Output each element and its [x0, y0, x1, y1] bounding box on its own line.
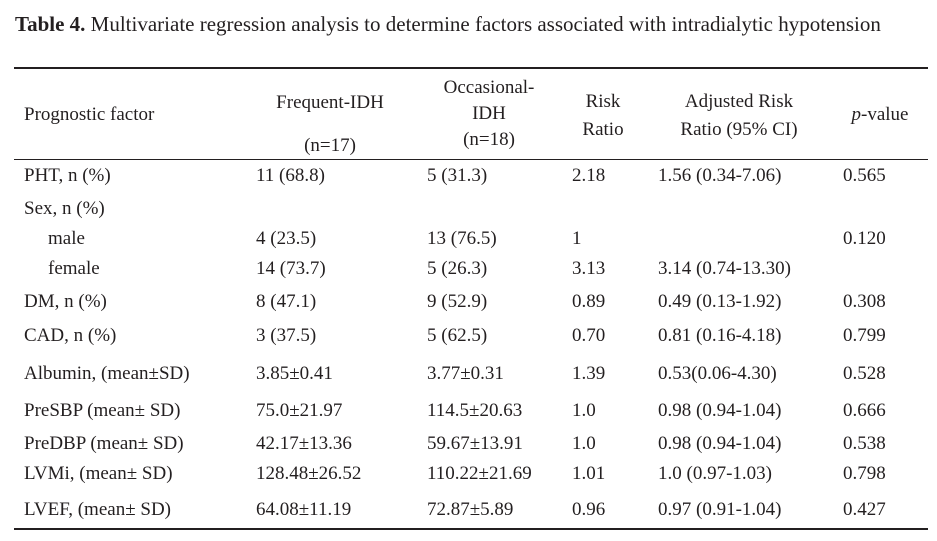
cell-occasional: 5 (31.3) [427, 165, 488, 186]
cell-occasional: 110.22±21.69 [427, 463, 532, 484]
cell-factor: LVEF, (mean± SD) [24, 499, 171, 520]
cell-rr: 0.89 [572, 291, 606, 312]
cell-p: 0.799 [843, 325, 886, 346]
cell-frequent: 11 (68.8) [256, 165, 325, 186]
cell-rr: 1.0 [572, 433, 596, 454]
cell-rr: 1.0 [572, 400, 596, 421]
table-caption-text: Multivariate regression analysis to dete… [85, 12, 881, 36]
cell-occasional: 72.87±5.89 [427, 499, 514, 520]
top-rule [14, 67, 928, 69]
header-occasional-line2: IDH [472, 103, 506, 124]
cell-factor: male [48, 228, 85, 249]
cell-factor: Albumin, (mean±SD) [24, 363, 190, 384]
cell-factor: PreSBP (mean± SD) [24, 400, 181, 421]
cell-factor: female [48, 258, 100, 279]
cell-rr: 1 [572, 228, 582, 249]
header-prognostic-factor: Prognostic factor [24, 104, 155, 125]
header-p-italic: p [851, 104, 862, 125]
cell-arr: 3.14 (0.74-13.30) [658, 258, 791, 279]
cell-frequent: 8 (47.1) [256, 291, 317, 312]
header-frequent-line2: (n=17) [304, 135, 356, 156]
cell-rr: 1.39 [572, 363, 606, 384]
cell-frequent: 3.85±0.41 [256, 363, 333, 384]
cell-factor: LVMi, (mean± SD) [24, 463, 173, 484]
table-label: Table 4. [15, 12, 86, 36]
header-risk-ratio: Risk Ratio [563, 92, 643, 139]
cell-p: 0.666 [843, 400, 886, 421]
cell-frequent: 128.48±26.52 [256, 463, 362, 484]
cell-arr: 0.81 (0.16-4.18) [658, 325, 782, 346]
cell-p: 0.538 [843, 433, 886, 454]
cell-rr: 2.18 [572, 165, 606, 186]
table-caption: Table 4. Multivariate regression analysi… [15, 12, 881, 37]
cell-rr: 1.01 [572, 463, 606, 484]
cell-occasional: 3.77±0.31 [427, 363, 504, 384]
cell-arr: 0.53(0.06-4.30) [658, 363, 777, 384]
cell-factor: DM, n (%) [24, 291, 107, 312]
cell-occasional: 9 (52.9) [427, 291, 488, 312]
cell-frequent: 14 (73.7) [256, 258, 326, 279]
header-frequent-line1: Frequent-IDH [276, 92, 384, 113]
header-rule [14, 159, 928, 160]
cell-rr: 0.70 [572, 325, 606, 346]
cell-frequent: 42.17±13.36 [256, 433, 352, 454]
cell-rr: 0.96 [572, 499, 606, 520]
cell-frequent: 64.08±11.19 [256, 499, 352, 520]
cell-arr: 1.56 (0.34-7.06) [658, 165, 782, 186]
cell-p: 0.565 [843, 165, 886, 186]
cell-rr: 3.13 [572, 258, 606, 279]
cell-p: 0.798 [843, 463, 886, 484]
cell-occasional: 5 (62.5) [427, 325, 488, 346]
cell-frequent: 3 (37.5) [256, 325, 317, 346]
bottom-rule [14, 528, 928, 530]
cell-p: 0.427 [843, 499, 886, 520]
cell-p: 0.308 [843, 291, 886, 312]
header-p-value: p-value [836, 105, 924, 124]
cell-frequent: 75.0±21.97 [256, 400, 343, 421]
cell-occasional: 13 (76.5) [427, 228, 497, 249]
header-p-rest: -value [861, 104, 909, 125]
cell-p: 0.528 [843, 363, 886, 384]
cell-arr: 0.98 (0.94-1.04) [658, 433, 782, 454]
cell-occasional: 5 (26.3) [427, 258, 488, 279]
cell-factor: Sex, n (%) [24, 198, 105, 219]
cell-frequent: 4 (23.5) [256, 228, 317, 249]
cell-arr: 0.49 (0.13-1.92) [658, 291, 782, 312]
cell-factor: PreDBP (mean± SD) [24, 433, 184, 454]
header-occasional-line1: Occasional- [443, 77, 535, 98]
header-adjusted-line1: Adjusted Risk [684, 91, 794, 112]
cell-occasional: 114.5±20.63 [427, 400, 523, 421]
header-occasional-line3: (n=18) [463, 129, 515, 150]
cell-arr: 1.0 (0.97-1.03) [658, 463, 772, 484]
header-occasional-idh: Occasional- IDH (n=18) [414, 78, 564, 149]
cell-arr: 0.98 (0.94-1.04) [658, 400, 782, 421]
header-risk-line2: Ratio [582, 119, 624, 140]
cell-factor: PHT, n (%) [24, 165, 111, 186]
cell-p: 0.120 [843, 228, 886, 249]
header-adjusted-line2: Ratio (95% CI) [680, 119, 798, 140]
header-risk-line1: Risk [585, 91, 621, 112]
cell-occasional: 59.67±13.91 [427, 433, 523, 454]
cell-factor: CAD, n (%) [24, 325, 117, 346]
cell-arr: 0.97 (0.91-1.04) [658, 499, 782, 520]
header-frequent-idh: Frequent-IDH (n=17) [254, 93, 406, 155]
header-adjusted-risk-ratio: Adjusted Risk Ratio (95% CI) [655, 92, 823, 139]
